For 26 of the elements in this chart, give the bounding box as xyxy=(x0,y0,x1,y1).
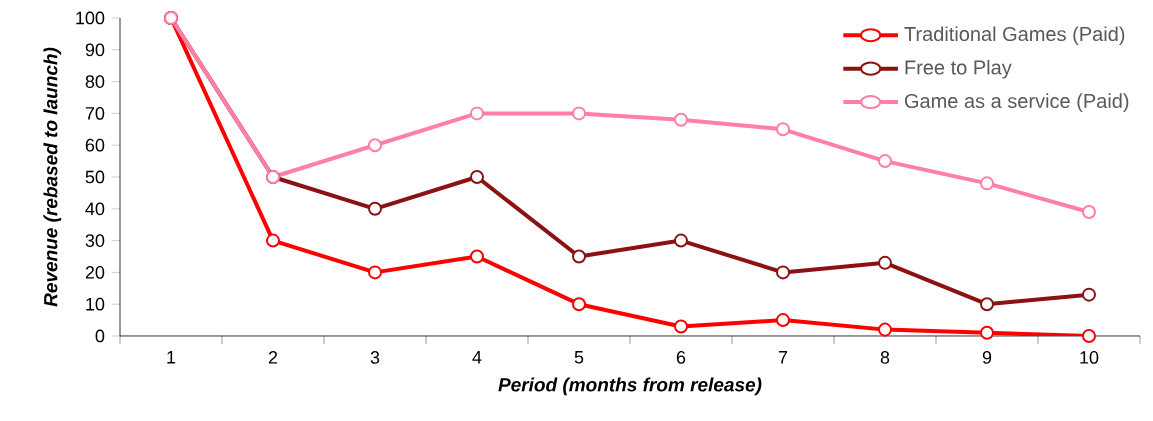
x-tick-label: 4 xyxy=(472,351,482,364)
x-tick-label: 10 xyxy=(1080,351,1099,364)
y-tick-label: 80 xyxy=(85,75,105,88)
x-tick-label: 6 xyxy=(676,351,686,364)
y-tick-label: 50 xyxy=(85,170,105,184)
y-tick-label: 30 xyxy=(85,234,105,247)
x-tick-label: 8 xyxy=(880,351,890,364)
x-tick-label: 5 xyxy=(574,351,584,364)
y-tick-label: 20 xyxy=(85,266,105,279)
legend-label: Free to Play xyxy=(905,59,1012,79)
x-tick-label: 3 xyxy=(370,351,380,364)
y-tick-label: 90 xyxy=(85,43,105,57)
y-tick-label: 0 xyxy=(95,329,105,343)
x-tick-label: 1 xyxy=(167,351,176,364)
y-axis-title: Revenue (rebased to launch) xyxy=(43,47,62,307)
y-tick-label: 60 xyxy=(85,138,105,152)
y-tick-label: 100 xyxy=(76,11,105,25)
x-tick-label: 7 xyxy=(778,351,788,364)
x-tick-label: 9 xyxy=(982,351,992,364)
legend-label: Traditional Games (Paid) xyxy=(904,26,1125,46)
legend-label: Game as a service (Paid) xyxy=(904,93,1129,113)
y-tick-label: 70 xyxy=(85,107,105,120)
y-tick-label: 40 xyxy=(85,202,105,216)
x-axis-title: Period (months from release) xyxy=(498,377,762,396)
x-tick-label: 2 xyxy=(268,351,278,364)
y-tick-label: 10 xyxy=(86,297,105,311)
